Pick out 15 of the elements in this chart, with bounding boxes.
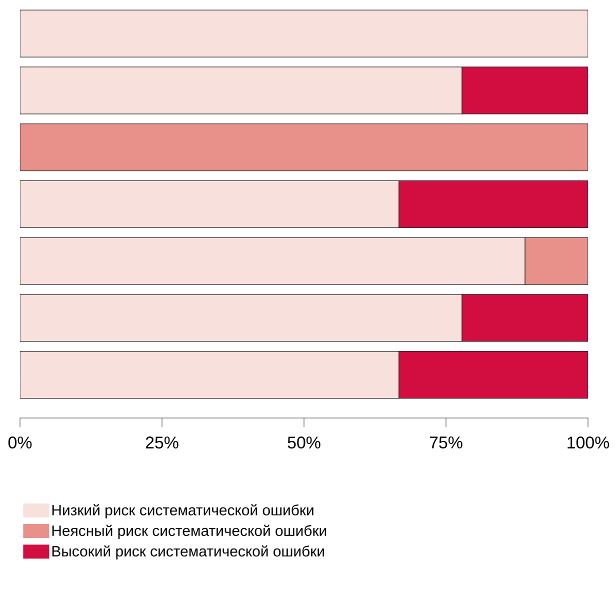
legend-label: Низкий риск систематической ошибки bbox=[52, 504, 314, 518]
bar bbox=[20, 124, 588, 172]
x-tick-label: 25% bbox=[146, 436, 178, 449]
x-tick-label: 75% bbox=[430, 436, 462, 448]
bar bbox=[20, 10, 588, 58]
bar bbox=[20, 66, 462, 114]
bar bbox=[20, 180, 400, 228]
x-tick-label: 50% bbox=[288, 436, 320, 449]
legend-label: Высокий риск систематической ошибки bbox=[52, 545, 324, 560]
x-tick-label: 100% bbox=[568, 436, 610, 449]
legend-label: Неясный риск систематической ошибки bbox=[52, 524, 326, 539]
bar bbox=[20, 294, 462, 342]
bar bbox=[20, 237, 526, 285]
bar bbox=[20, 350, 400, 399]
x-tick-label: 0% bbox=[8, 436, 32, 449]
